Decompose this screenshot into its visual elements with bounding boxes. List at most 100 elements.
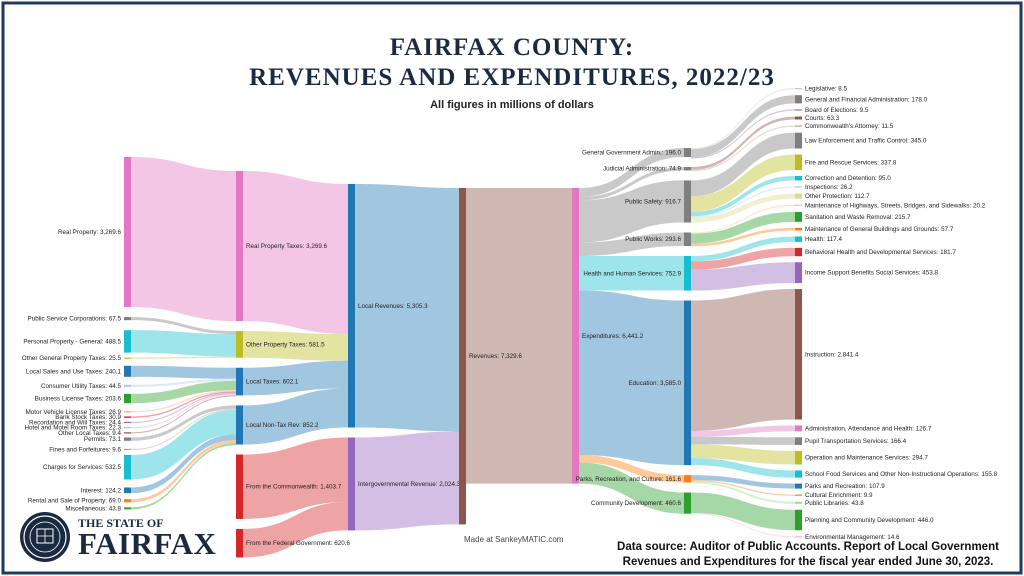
sankey-node-cultural [795, 494, 802, 496]
sankey-link-business_license-to-local_taxes [131, 380, 236, 404]
sankey-node-gen_fin_admin [795, 95, 802, 104]
sankey-node-other_general_property [124, 357, 131, 359]
sankey-link-expenditures-to-public_safety [579, 180, 684, 243]
sankey-label-other_protection: Other Protection: 112.7 [805, 193, 870, 200]
sankey-label-income_support: Income Support Benefits Social Services:… [805, 270, 939, 277]
sankey-label-operation_maint: Operation and Maintenance Services: 294.… [805, 455, 928, 462]
sankey-node-law_enforcement [795, 132, 802, 149]
sankey-node-charges [124, 455, 131, 480]
sankey-label-real_property_taxes: Real Property Taxes: 3,269.6 [246, 243, 328, 250]
sankey-link-judicial-to-courts [691, 116, 795, 170]
sankey-label-permits: Permits: 73.1 [84, 436, 122, 443]
sankey-link-other_property_taxes-to-local_revenues [243, 331, 348, 361]
sankey-label-general_gov: General Government Admin.: 196.0 [582, 149, 682, 156]
sankey-link-permits-to-local_nontax [131, 405, 236, 441]
sankey-link-public_safety-to-correction [691, 176, 795, 217]
sankey-node-general_gov [684, 148, 691, 157]
sankey-link-local_sales-to-local_taxes [131, 365, 236, 379]
sankey-link-motor_vehicle-to-local_taxes [131, 390, 236, 413]
sankey-node-parks_culture [684, 475, 691, 483]
sankey-link-revenues-to-expenditures [466, 188, 572, 484]
sankey-label-intergov_revenue: Intergovernmental Revenue: 2,024.3 [358, 481, 461, 488]
sankey-label-motor_vehicle: Motor Vehicle License Taxes: 26.9 [26, 409, 122, 416]
sankey-links [131, 88, 795, 558]
sankey-label-fire_rescue: Fire and Rescue Services: 337.8 [805, 159, 897, 166]
sankey-link-interest-to-local_nontax [131, 434, 236, 494]
page-subtitle: All figures in millions of dollars [430, 99, 594, 111]
sankey-label-planning: Planning and Community Development: 446.… [805, 517, 934, 524]
sankey-link-public_works-to-maint_buildings [691, 227, 795, 247]
sankey-label-public_service: Public Service Corporations: 67.5 [28, 316, 122, 323]
sankey-label-other_local: Other Local Taxes: 9.4 [58, 430, 121, 437]
sankey-node-bank_stock [124, 416, 131, 418]
sankey-node-local_sales [124, 365, 131, 377]
sankey-label-misc: Miscellaneous: 43.8 [65, 505, 121, 512]
sankey-link-general_gov-to-legislative [691, 88, 795, 150]
sankey-node-real_property_taxes [236, 171, 243, 322]
sankey-node-personal_property [124, 330, 131, 353]
sankey-node-recordation [124, 421, 131, 424]
sankey-link-personal_property-to-other_property_taxes [131, 330, 236, 357]
sankey-label-real_property: Real Property: 3,269.6 [58, 229, 122, 236]
sankey-label-pupil_transport: Pupil Transportation Services: 166.4 [805, 438, 907, 445]
sankey-label-health: Health: 117.4 [805, 236, 842, 243]
page-title-line2: REVENUES AND EXPENDITURES, 2022/23 [249, 64, 775, 91]
sankey-label-environmental: Environmental Management: 14.6 [805, 534, 900, 541]
sankey-label-local_nontax: Local Non-Tax Rev: 852.2 [246, 422, 319, 429]
sankey-link-real_property-to-real_property_taxes [131, 157, 236, 322]
sankey-label-recordation: Recordation and Will Taxes: 24.4 [29, 419, 121, 426]
sankey-node-admin_attendance [795, 425, 802, 432]
sankey-label-behavioral: Behavioral Health and Developmental Serv… [805, 249, 956, 256]
sankey-label-public_works: Public Works: 293.6 [625, 236, 681, 243]
sankey-link-parks_culture-to-cultural [691, 480, 795, 496]
sankey-link-general_gov-to-gen_fin_admin [691, 95, 795, 158]
sankey-link-rental-to-local_nontax [131, 440, 236, 503]
sankey-label-from_federal: From the Federal Government: 620.6 [246, 540, 350, 547]
sankey-link-judicial-to-commonwealth_atty [691, 125, 795, 172]
sankey-link-health_human-to-health [691, 236, 795, 262]
sankey-link-education-to-operation_maint [691, 444, 795, 465]
sankey-node-expenditures [572, 188, 579, 484]
sankey-label-legislative: Legislative: 8.5 [805, 86, 848, 93]
sankey-node-health_human [684, 255, 691, 291]
sankey-label-community_dev: Community Development: 460.6 [591, 500, 681, 507]
sankey-link-expenditures-to-judicial [579, 166, 684, 201]
sankey-label-from_commonwealth: From the Commonwealth: 1,403.7 [246, 484, 342, 491]
sankey-link-public_safety-to-inspections [691, 186, 795, 218]
sankey-node-maint_buildings [795, 227, 802, 231]
sankey-link-other_general_property-to-other_property_taxes [131, 356, 236, 359]
sankey-link-consumer_utility-to-local_taxes [131, 378, 236, 387]
data-source-line1: Data source: Auditor of Public Accounts.… [617, 541, 999, 553]
sankey-node-local_taxes [236, 367, 243, 396]
sankey-node-operation_maint [795, 450, 802, 465]
sankey-node-from_commonwealth [236, 454, 243, 519]
sankey-link-other_local-to-local_taxes [131, 395, 236, 434]
sankey-nodes: Real Property: 3,269.6 Public Service Cor… [22, 86, 998, 558]
sankey-node-from_federal [236, 528, 243, 558]
sankey-node-fire_rescue [795, 154, 802, 171]
sankey-node-fines [124, 448, 131, 451]
sankey-node-education [684, 300, 691, 466]
sankey-node-courts [795, 116, 802, 120]
sankey-node-real_property [124, 157, 131, 308]
brand-line2: FAIRFAX [78, 526, 217, 561]
page-title-line1: FAIRFAX COUNTY: [389, 34, 635, 61]
data-source-note: Data source: Auditor of Public Accounts.… [608, 540, 1008, 570]
sankey-label-hotel: Hotel and Motel Room Taxes: 22.3 [25, 425, 122, 432]
sankey-link-from_federal-to-intergov_revenue [243, 501, 348, 558]
sankey-node-other_property_taxes [236, 331, 243, 358]
sankey-label-sanitation: Sanitation and Waste Removal: 215.7 [805, 214, 911, 221]
sankey-node-sanitation [795, 211, 802, 222]
sankey-label-admin_attendance: Administration, Attendance and Health: 1… [805, 425, 932, 432]
sankey-node-income_support [795, 262, 802, 284]
sankey-label-education: Education: 3,585.0 [628, 380, 681, 387]
sankey-node-local_revenues [348, 184, 355, 428]
sankey-node-revenues [459, 188, 466, 525]
brand-logo: THE STATE OF FAIRFAX [18, 508, 248, 568]
sankey-node-parks_rec [795, 483, 802, 489]
sankey-link-public_safety-to-law_enforcement [691, 132, 795, 197]
sankey-link-local_nontax-to-local_revenues [243, 388, 348, 445]
sankey-label-local_taxes: Local Taxes: 602.1 [246, 379, 299, 386]
sankey-label-revenues: Revenues: 7,329.6 [469, 353, 522, 360]
sankey-link-general_gov-to-board_elections [691, 109, 795, 159]
